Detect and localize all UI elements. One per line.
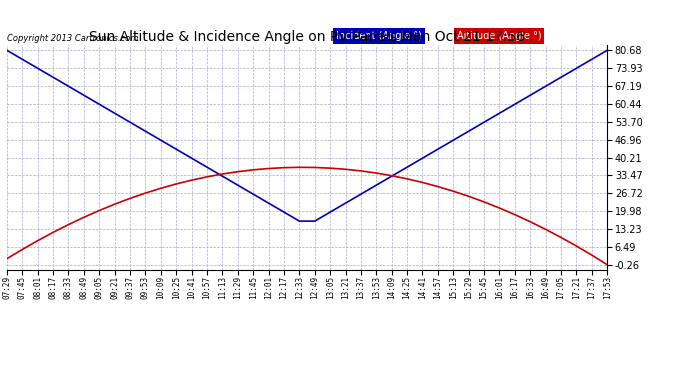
Title: Sun Altitude & Incidence Angle on PV Panels Mon Oct 21 17:56: Sun Altitude & Incidence Angle on PV Pan… <box>89 30 525 44</box>
Text: Copyright 2013 Cartronics.com: Copyright 2013 Cartronics.com <box>7 34 138 43</box>
Text: Altitude (Angle °): Altitude (Angle °) <box>457 31 542 41</box>
Text: Incident (Angle °): Incident (Angle °) <box>336 31 422 41</box>
